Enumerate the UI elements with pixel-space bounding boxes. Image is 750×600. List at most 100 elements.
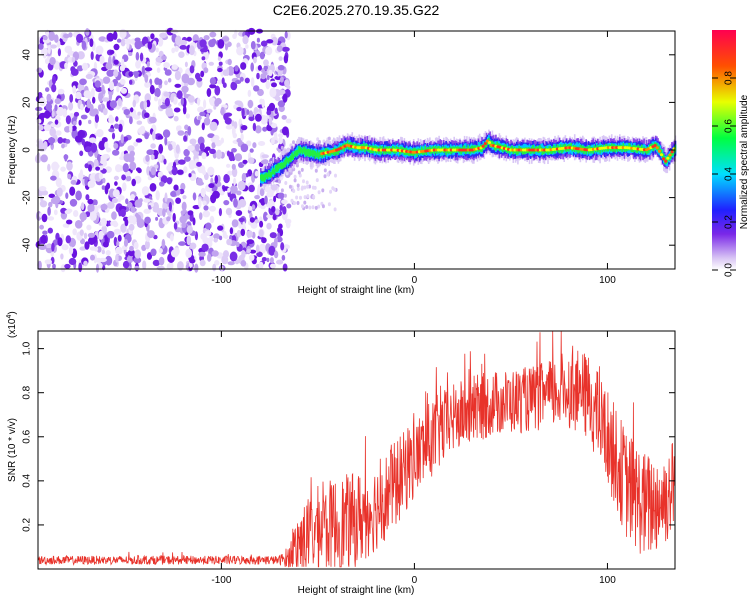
noise-pixel	[254, 170, 259, 177]
noise-pixel	[83, 232, 88, 239]
signal-peak	[670, 150, 674, 154]
noise-pixel	[88, 119, 92, 125]
noise-pixel	[222, 230, 227, 239]
noise-pixel	[44, 259, 52, 265]
noise-pixel	[98, 172, 103, 180]
noise-pixel	[250, 62, 254, 72]
noise-pixel	[39, 224, 44, 230]
noise-pixel	[274, 208, 280, 216]
noise-pixel	[198, 198, 202, 209]
signal-pixel	[317, 152, 320, 160]
noise-pixel	[268, 116, 273, 126]
signal-pixel	[287, 158, 290, 164]
noise-pixel	[157, 78, 163, 86]
noise-pixel	[125, 175, 132, 182]
noise-pixel	[95, 86, 103, 93]
noise-pixel	[144, 81, 151, 88]
noise-pixel	[64, 209, 72, 215]
noise-pixel	[149, 183, 157, 192]
noise-pixel	[185, 113, 190, 119]
noise-pixel	[42, 35, 48, 41]
noise-pixel	[138, 198, 143, 203]
noise-pixel	[229, 251, 238, 262]
noise-pixel	[156, 67, 161, 73]
noise-pixel	[42, 230, 48, 235]
noise-pixel	[85, 73, 93, 80]
noise-pixel	[99, 155, 107, 165]
noise-pixel	[99, 55, 105, 65]
noise-pixel	[36, 67, 43, 73]
noise-pixel	[247, 89, 252, 97]
noise-pixel	[168, 78, 172, 83]
signal-pixel	[658, 145, 660, 153]
noise-pixel	[225, 43, 228, 51]
noise-pixel	[64, 45, 73, 54]
noise-pixel	[232, 132, 237, 139]
signal-pixel	[642, 148, 644, 154]
noise-pixel	[281, 115, 287, 120]
noise-pixel	[106, 147, 111, 153]
signal-peak	[662, 157, 666, 161]
noise-pixel	[79, 169, 83, 177]
noise-pixel	[201, 243, 209, 252]
signal-pixel	[266, 173, 269, 180]
noise-pixel	[259, 220, 264, 228]
noise-pixel	[177, 125, 182, 131]
noise-pixel	[137, 111, 141, 116]
spectrogram-y-label: Frequency (Hz)	[7, 116, 18, 185]
signal-peak	[608, 146, 613, 150]
noise-pixel	[217, 56, 221, 61]
noise-pixel	[110, 221, 114, 226]
noise-pixel	[147, 230, 155, 239]
noise-pixel	[180, 210, 186, 215]
noise-pixel	[261, 154, 270, 159]
noise-pixel	[96, 129, 104, 138]
noise-pixel	[161, 238, 166, 249]
noise-pixel	[173, 184, 179, 191]
noise-pixel	[54, 34, 59, 43]
noise-pixel	[261, 237, 267, 244]
noise-pixel	[226, 163, 231, 168]
noise-pixel	[187, 210, 194, 216]
signal-pixel	[272, 167, 275, 174]
noise-pixel	[220, 106, 225, 116]
noise-pixel	[227, 58, 232, 66]
noise-pixel	[260, 40, 268, 47]
noise-pixel	[186, 36, 192, 42]
noise-pixel	[288, 184, 292, 189]
noise-pixel	[303, 195, 307, 200]
noise-pixel	[260, 204, 266, 210]
noise-pixel	[63, 33, 70, 39]
noise-pixel	[204, 146, 211, 151]
signal-pixel	[280, 162, 283, 170]
noise-pixel	[248, 116, 255, 122]
noise-pixel	[180, 97, 185, 106]
noise-pixel	[211, 250, 219, 257]
noise-pixel	[113, 175, 119, 181]
noise-pixel	[128, 52, 133, 56]
snr-series	[37, 330, 676, 568]
noise-pixel	[306, 194, 310, 199]
signal-pixel	[312, 149, 314, 158]
spectrogram-heatmap	[34, 27, 677, 273]
spectrogram-x-label: Height of straight line (km)	[298, 285, 415, 296]
noise-pixel	[122, 182, 127, 192]
noise-pixel	[146, 149, 155, 156]
noise-pixel	[177, 261, 184, 271]
noise-pixel	[38, 97, 46, 106]
noise-pixel	[293, 178, 297, 183]
noise-pixel	[166, 27, 175, 36]
noise-pixel	[137, 168, 142, 174]
x-tick-label: 0	[412, 575, 418, 586]
noise-pixel	[305, 205, 309, 209]
snr-y-scale-base: (x10	[7, 318, 18, 338]
noise-pixel	[241, 249, 246, 259]
noise-pixel	[260, 115, 268, 125]
noise-pixel	[113, 43, 120, 51]
noise-pixel	[296, 187, 300, 191]
noise-pixel	[257, 65, 262, 71]
noise-pixel	[72, 228, 77, 236]
noise-pixel	[242, 159, 248, 164]
noise-pixel	[184, 156, 191, 162]
x-tick-label: -100	[211, 275, 231, 286]
